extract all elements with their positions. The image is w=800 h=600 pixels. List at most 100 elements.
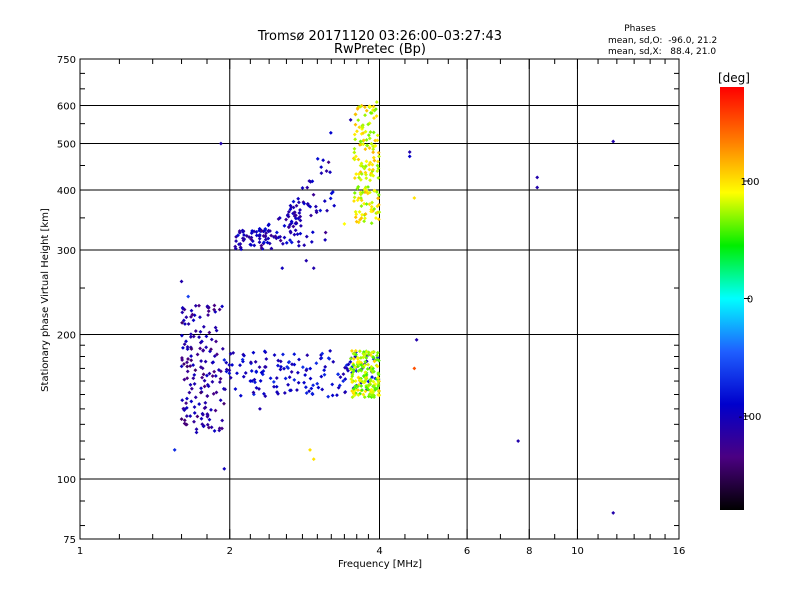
data-point [371,150,376,155]
data-point [206,313,210,317]
data-point [368,378,373,383]
data-point [254,233,259,238]
data-point [274,230,279,235]
data-point [230,363,235,367]
data-point [199,339,204,344]
data-point [355,384,360,389]
data-point [363,370,368,375]
data-point [332,203,337,208]
data-point [304,391,309,395]
data-point [374,216,378,220]
data-point [191,334,196,339]
data-point [353,209,358,214]
data-point [295,232,300,237]
data-point [202,384,207,389]
data-point [303,385,308,390]
data-point [341,372,346,377]
data-point [407,150,412,154]
data-point [516,439,521,443]
data-point [364,355,369,360]
data-point [189,308,194,313]
data-point [338,375,343,380]
data-point [412,196,417,200]
data-point [288,229,293,234]
data-point [261,391,266,396]
data-point [186,357,190,361]
data-point [336,385,341,390]
data-point [191,363,196,368]
data-point [328,130,333,135]
data-point [181,406,186,411]
data-point [268,376,273,381]
data-point [353,215,358,220]
data-point [360,125,365,130]
data-point [358,192,363,197]
data-point [356,184,361,189]
data-point [195,352,200,357]
data-point [278,367,283,372]
data-point [280,241,285,246]
data-point [362,363,367,368]
data-point [251,390,256,395]
data-point [193,368,198,373]
chart-subtitle: RwPretec (Bp) [334,42,426,57]
data-point [361,374,366,378]
data-point [219,141,223,146]
data-point [185,347,190,352]
data-point [361,131,366,136]
data-point [203,359,208,364]
data-point [200,375,205,380]
data-point [364,108,369,113]
data-point [370,369,374,374]
data-point [227,362,232,367]
data-point [353,122,358,127]
stats-o-mode: mean, sd,O: -96.0, 21.2 [608,36,717,46]
data-point [308,366,313,371]
data-point [368,104,373,109]
data-point [205,304,210,309]
data-point [374,190,379,194]
data-point [348,117,353,122]
data-point [611,139,616,144]
data-point [259,243,264,248]
data-point [203,405,208,410]
data-point [214,328,219,333]
data-point [203,400,208,405]
data-point [198,365,203,370]
data-point [360,190,365,195]
data-point [372,188,377,193]
data-point [293,221,298,226]
data-point [249,237,254,242]
data-point [189,399,194,404]
data-point [179,333,184,338]
data-point [313,204,318,209]
data-point [181,345,185,350]
data-point [350,389,355,393]
data-point [357,209,362,214]
data-point [194,430,199,435]
data-point [182,377,187,382]
data-point [206,425,211,430]
data-point [284,217,288,222]
data-point [371,130,376,135]
data-point [366,122,371,127]
data-point [257,226,262,231]
data-point [205,422,210,427]
data-point [352,176,357,180]
data-point [412,366,417,371]
data-point [184,414,189,419]
data-point [375,163,380,168]
data-point [351,386,356,391]
data-point [259,246,264,250]
data-point [197,402,202,407]
data-point [370,350,375,355]
data-point [368,352,373,357]
data-point [185,396,189,401]
data-point [368,110,373,115]
data-point [286,225,291,230]
data-point [278,234,283,239]
data-point [367,202,372,207]
data-point [209,425,214,430]
data-point [192,381,197,386]
data-point [369,221,374,226]
